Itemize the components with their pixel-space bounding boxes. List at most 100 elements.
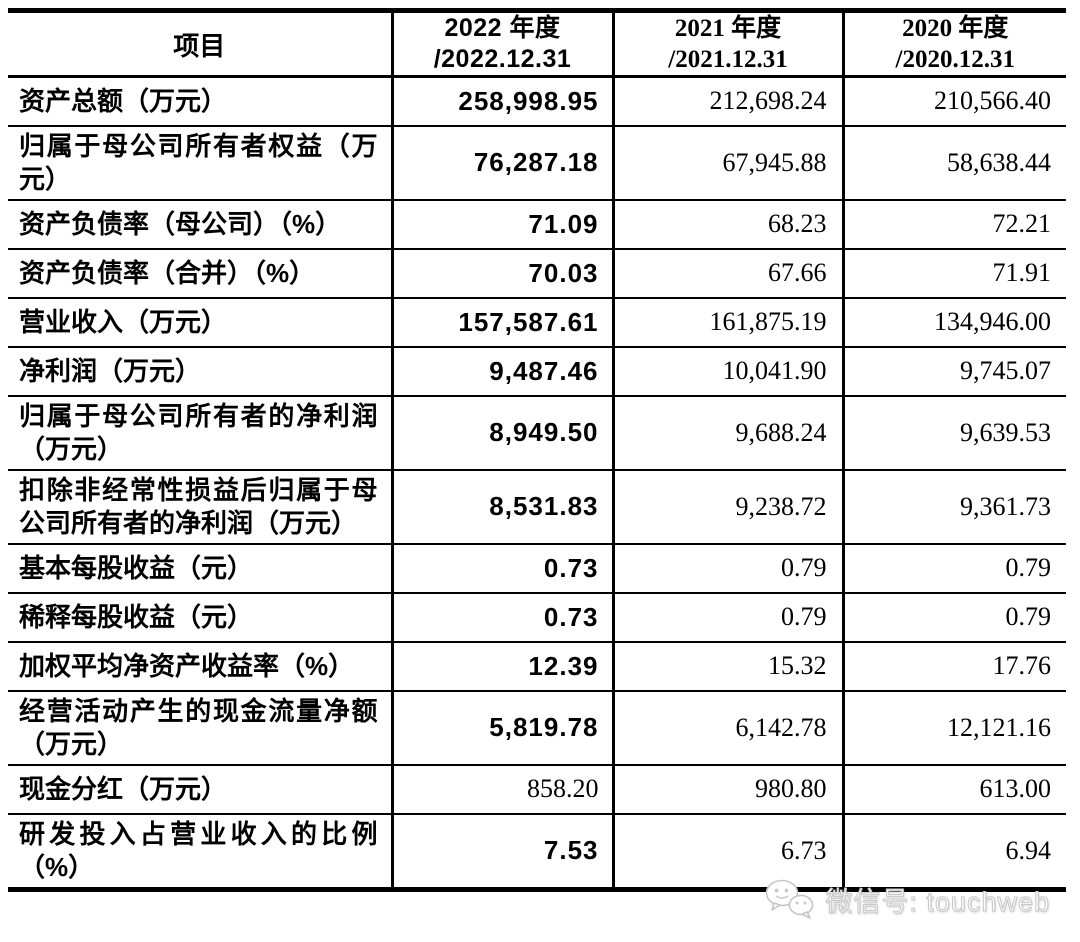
row-label-line: 营业收入（万元） bbox=[19, 306, 228, 337]
value-2022: 7.53 bbox=[390, 812, 613, 889]
row-label-line: 归属于母公司所有者的净利润 bbox=[19, 400, 378, 431]
value-2022: 71.09 bbox=[390, 198, 613, 249]
header-line: 2020 年度 bbox=[902, 15, 1009, 42]
value-2021: 9,688.24 bbox=[611, 394, 843, 470]
column-header-2020: 2020 年度 /2020.12.31 bbox=[841, 10, 1066, 78]
value-2022: 76,287.18 bbox=[390, 124, 613, 200]
row-label: 净利润（万元） bbox=[8, 345, 392, 396]
value-2020: 17.76 bbox=[841, 640, 1066, 691]
value-2022: 9,487.46 bbox=[390, 345, 613, 396]
table-row: 资产负债率（合并）（%） 70.03 67.66 71.91 bbox=[8, 247, 1066, 298]
column-header-2022: 2022 年度 /2022.12.31 bbox=[390, 10, 613, 78]
table-row: 稀释每股收益（元） 0.73 0.79 0.79 bbox=[8, 591, 1066, 642]
header-line: /2021.12.31 bbox=[668, 46, 788, 73]
row-label-line: 资产负债率（合并）（%） bbox=[19, 257, 316, 288]
row-label-line: 扣除非经常性损益后归属于母 bbox=[19, 474, 378, 505]
value-2022: 5,819.78 bbox=[390, 689, 613, 765]
row-label-line: （万元） bbox=[19, 433, 124, 464]
header-line: /2020.12.31 bbox=[895, 46, 1015, 73]
value-2022: 258,998.95 bbox=[390, 75, 613, 126]
table-row: 归属于母公司所有者的净利润 （万元） 8,949.50 9,688.24 9,639.5… bbox=[8, 394, 1066, 470]
value-2020: 72.21 bbox=[841, 198, 1066, 249]
row-label: 资产负债率（母公司）（%） bbox=[8, 198, 392, 249]
value-2022: 70.03 bbox=[390, 247, 613, 298]
table-row: 现金分红（万元） 858.20 980.80 613.00 bbox=[8, 763, 1066, 814]
value-2020: 613.00 bbox=[841, 763, 1066, 814]
header-line: 2022 年度 bbox=[444, 14, 561, 42]
row-label: 研发投入占营业收入的比例 （%） bbox=[8, 812, 392, 889]
table-row: 经营活动产生的现金流量净额 （万元） 5,819.78 6,142.78 12,121.… bbox=[8, 689, 1066, 765]
value-2021: 9,238.72 bbox=[611, 468, 843, 544]
row-label-line: 基本每股收益（元） bbox=[19, 552, 254, 583]
table-row: 营业收入（万元） 157,587.61 161,875.19 134,946.00 bbox=[8, 296, 1066, 347]
value-2022: 8,949.50 bbox=[390, 394, 613, 470]
table-row: 资产负债率（母公司）（%） 71.09 68.23 72.21 bbox=[8, 198, 1066, 249]
row-label-line: 资产负债率（母公司）（%） bbox=[19, 208, 342, 239]
value-2020: 6.94 bbox=[841, 812, 1066, 889]
value-2021: 980.80 bbox=[611, 763, 843, 814]
row-label-line: 现金分红（万元） bbox=[19, 773, 228, 804]
financial-summary-table: 项目 2022 年度 /2022.12.31 2021 年度 /2021.12.… bbox=[8, 8, 1066, 892]
row-label-line: 归属于母公司所有者权益（万 bbox=[19, 130, 378, 161]
value-2020: 9,639.53 bbox=[841, 394, 1066, 470]
value-2021: 68.23 bbox=[611, 198, 843, 249]
row-label: 经营活动产生的现金流量净额 （万元） bbox=[8, 689, 392, 765]
column-header-item: 项目 bbox=[8, 10, 392, 78]
value-2021: 212,698.24 bbox=[611, 75, 843, 126]
value-2022: 157,587.61 bbox=[390, 296, 613, 347]
row-label-line: 元） bbox=[19, 163, 72, 194]
row-label: 归属于母公司所有者的净利润 （万元） bbox=[8, 394, 392, 470]
value-2021: 67.66 bbox=[611, 247, 843, 298]
column-header-2021: 2021 年度 /2021.12.31 bbox=[611, 10, 843, 78]
header-line: /2022.12.31 bbox=[433, 45, 572, 73]
row-label: 稀释每股收益（元） bbox=[8, 591, 392, 642]
row-label: 基本每股收益（元） bbox=[8, 542, 392, 593]
row-label: 归属于母公司所有者权益（万 元） bbox=[8, 124, 392, 200]
value-2020: 58,638.44 bbox=[841, 124, 1066, 200]
value-2022: 858.20 bbox=[390, 763, 613, 814]
value-2022: 8,531.83 bbox=[390, 468, 613, 544]
value-2020: 210,566.40 bbox=[841, 75, 1066, 126]
value-2021: 15.32 bbox=[611, 640, 843, 691]
row-label-line: （%） bbox=[19, 851, 95, 882]
row-label-line: 稀释每股收益（元） bbox=[19, 601, 254, 632]
value-2022: 0.73 bbox=[390, 591, 613, 642]
row-label: 营业收入（万元） bbox=[8, 296, 392, 347]
value-2020: 9,745.07 bbox=[841, 345, 1066, 396]
row-label: 资产总额（万元） bbox=[8, 75, 392, 126]
row-label: 现金分红（万元） bbox=[8, 763, 392, 814]
value-2020: 71.91 bbox=[841, 247, 1066, 298]
value-2021: 6.73 bbox=[611, 812, 843, 889]
value-2020: 12,121.16 bbox=[841, 689, 1066, 765]
value-2021: 161,875.19 bbox=[611, 296, 843, 347]
row-label-line: 净利润（万元） bbox=[19, 355, 202, 386]
header-row: 项目 2022 年度 /2022.12.31 2021 年度 /2021.12.… bbox=[8, 10, 1066, 78]
value-2021: 10,041.90 bbox=[611, 345, 843, 396]
row-label-line: 经营活动产生的现金流量净额 bbox=[19, 695, 378, 726]
header-line: 2021 年度 bbox=[674, 15, 782, 42]
row-label-line: 研发投入占营业收入的比例 bbox=[19, 818, 378, 849]
table-row: 基本每股收益（元） 0.73 0.79 0.79 bbox=[8, 542, 1066, 593]
table-row: 归属于母公司所有者权益（万 元） 76,287.18 67,945.88 58,638.… bbox=[8, 124, 1066, 200]
value-2020: 134,946.00 bbox=[841, 296, 1066, 347]
value-2021: 0.79 bbox=[611, 542, 843, 593]
value-2021: 67,945.88 bbox=[611, 124, 843, 200]
value-2022: 0.73 bbox=[390, 542, 613, 593]
value-2020: 0.79 bbox=[841, 542, 1066, 593]
table-row: 扣除非经常性损益后归属于母 公司所有者的净利润（万元） 8,531.83 9,238.… bbox=[8, 468, 1066, 544]
row-label-line: （万元） bbox=[19, 728, 124, 759]
row-label-line: 公司所有者的净利润（万元） bbox=[19, 507, 358, 538]
table-row: 资产总额（万元） 258,998.95 212,698.24 210,566.40 bbox=[8, 75, 1066, 126]
table-row: 净利润（万元） 9,487.46 10,041.90 9,745.07 bbox=[8, 345, 1066, 396]
row-label-line: 加权平均净资产收益率（%） bbox=[19, 650, 355, 681]
row-label-line: 资产总额（万元） bbox=[19, 85, 228, 116]
value-2022: 12.39 bbox=[390, 640, 613, 691]
table-body: 资产总额（万元） 258,998.95 212,698.24 210,566.40 归属… bbox=[8, 75, 1066, 889]
row-label: 资产负债率（合并）（%） bbox=[8, 247, 392, 298]
value-2020: 9,361.73 bbox=[841, 468, 1066, 544]
table-row: 研发投入占营业收入的比例 （%） 7.53 6.73 6.94 bbox=[8, 812, 1066, 889]
row-label: 加权平均净资产收益率（%） bbox=[8, 640, 392, 691]
row-label: 扣除非经常性损益后归属于母 公司所有者的净利润（万元） bbox=[8, 468, 392, 544]
table-row: 加权平均净资产收益率（%） 12.39 15.32 17.76 bbox=[8, 640, 1066, 691]
value-2021: 6,142.78 bbox=[611, 689, 843, 765]
